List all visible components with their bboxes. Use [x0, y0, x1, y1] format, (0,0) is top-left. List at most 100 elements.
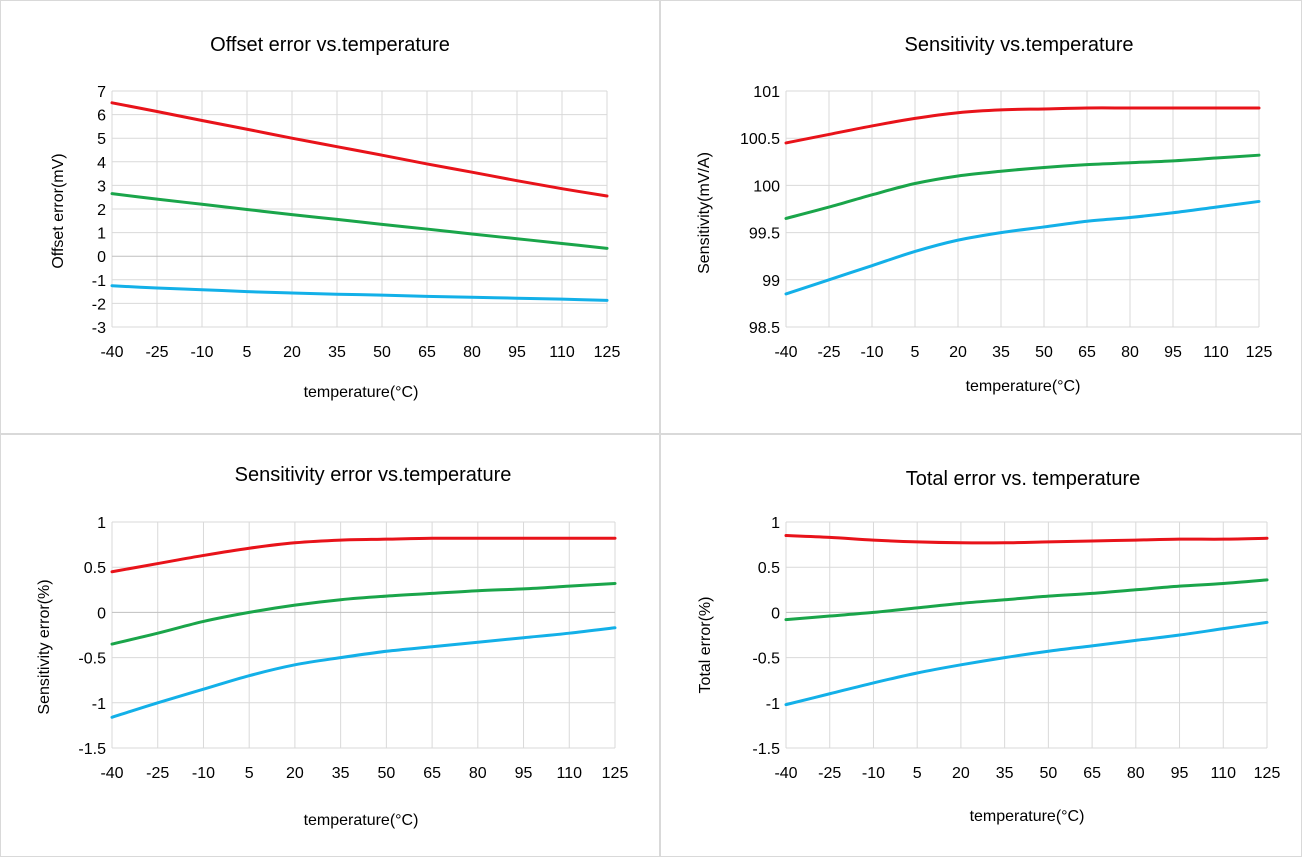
series-line-1 [110, 536, 617, 574]
x-tick-label: -40 [774, 344, 797, 361]
x-tick-label: -40 [774, 765, 797, 782]
y-tick-label: 101 [753, 84, 780, 101]
x-tick-label: 95 [1164, 344, 1182, 361]
series-line-3 [784, 620, 1269, 707]
x-tick-label: 5 [913, 765, 922, 782]
x-tick-label: 20 [949, 344, 967, 361]
x-tick-label: 80 [1127, 765, 1145, 782]
y-tick-label: 1 [97, 226, 106, 243]
y-tick-label: 5 [97, 131, 106, 148]
y-tick-label: -1.5 [78, 741, 106, 758]
x-tick-label: 80 [1121, 344, 1139, 361]
x-tick-label: 50 [377, 765, 395, 782]
y-tick-label: 2 [97, 202, 106, 219]
x-axis-label: temperature(°C) [970, 808, 1085, 825]
series-line-2 [784, 578, 1269, 622]
y-tick-label: -1 [766, 696, 780, 713]
x-axis-label: temperature(°C) [966, 378, 1081, 395]
total-error-chart: Total error vs. temperature temperature(… [697, 468, 1281, 825]
x-tick-label: 35 [992, 344, 1010, 361]
x-tick-label: 125 [602, 765, 629, 782]
y-tick-label: -0.5 [752, 651, 780, 668]
chart-title: Total error vs. temperature [906, 468, 1141, 490]
x-tick-label: -10 [862, 765, 885, 782]
y-axis-label: Offset error(mV) [50, 153, 67, 268]
y-tick-label: 1 [771, 515, 780, 532]
series-line-3 [110, 284, 609, 302]
series-line-2 [110, 581, 617, 646]
chart-title: Offset error vs.temperature [210, 34, 450, 56]
x-tick-label: 110 [1203, 344, 1229, 361]
y-tick-label: -1 [92, 696, 106, 713]
series-line-3 [110, 626, 617, 719]
x-tick-label: -10 [192, 765, 215, 782]
x-tick-label: 125 [1246, 344, 1273, 361]
x-tick-label: 110 [1211, 765, 1237, 782]
x-tick-label: 5 [245, 765, 254, 782]
x-tick-label: 65 [423, 765, 441, 782]
y-tick-label: -3 [92, 320, 106, 337]
series-line-1 [784, 106, 1261, 145]
x-tick-label: 35 [996, 765, 1014, 782]
x-tick-label: 5 [243, 344, 252, 361]
offset-error-chart: Offset error vs.temperature temperature(… [50, 34, 621, 401]
total-error-chart-panel: Total error vs. temperature temperature(… [660, 434, 1302, 857]
x-tick-label: -10 [190, 344, 213, 361]
series-line-2 [784, 153, 1261, 220]
x-tick-label: 125 [1254, 765, 1281, 782]
y-tick-label: 99 [762, 273, 780, 290]
offset-error-chart-panel: Offset error vs.temperature temperature(… [0, 0, 660, 434]
x-axis-label: temperature(°C) [304, 812, 419, 829]
y-tick-label: 0.5 [758, 560, 780, 577]
x-tick-label: 65 [1083, 765, 1101, 782]
x-tick-label: 65 [1078, 344, 1096, 361]
x-tick-label: -40 [100, 344, 123, 361]
x-axis-label: temperature(°C) [304, 384, 419, 401]
grid [785, 521, 1268, 749]
x-tick-label: 35 [332, 765, 350, 782]
y-tick-label: 4 [97, 155, 106, 172]
sensitivity-error-chart-panel: Sensitivity error vs.temperature tempera… [0, 434, 660, 857]
x-tick-label: -25 [818, 765, 841, 782]
x-tick-label: 95 [1171, 765, 1189, 782]
y-tick-label: 100.5 [740, 131, 780, 148]
y-axis-label: Sensitivity(mV/A) [696, 152, 713, 274]
series-line-3 [784, 199, 1261, 296]
y-axis-label: Total error(%) [697, 597, 714, 694]
x-tick-label: 110 [549, 344, 575, 361]
series-line-2 [110, 192, 609, 250]
x-tick-label: -25 [146, 765, 169, 782]
chart-title: Sensitivity vs.temperature [905, 34, 1134, 56]
x-tick-label: 20 [286, 765, 304, 782]
sensitivity-error-chart: Sensitivity error vs.temperature tempera… [36, 464, 629, 829]
grid [785, 90, 1260, 328]
x-tick-label: 50 [1039, 765, 1057, 782]
grid [111, 521, 616, 749]
x-tick-label: 20 [283, 344, 301, 361]
x-tick-label: 95 [515, 765, 533, 782]
x-tick-label: 35 [328, 344, 346, 361]
y-tick-label: 0.5 [84, 560, 106, 577]
y-tick-label: -1 [92, 273, 106, 290]
x-tick-label: -40 [100, 765, 123, 782]
x-tick-label: -10 [860, 344, 883, 361]
y-tick-label: -1.5 [752, 741, 780, 758]
y-tick-label: -0.5 [78, 651, 106, 668]
x-tick-label: -25 [817, 344, 840, 361]
y-tick-label: 6 [97, 108, 106, 125]
series-line-1 [784, 534, 1269, 545]
y-tick-label: 99.5 [749, 226, 780, 243]
x-tick-label: 20 [952, 765, 970, 782]
x-tick-label: 125 [594, 344, 621, 361]
series-line-1 [110, 101, 609, 198]
x-tick-label: -25 [145, 344, 168, 361]
y-tick-label: -2 [92, 296, 106, 313]
y-axis-label: Sensitivity error(%) [36, 579, 53, 714]
y-tick-label: 1 [97, 515, 106, 532]
sensitivity-chart: Sensitivity vs.temperature temperature(°… [696, 34, 1273, 395]
y-tick-label: 7 [97, 84, 106, 101]
y-tick-label: 0 [97, 249, 106, 266]
x-tick-label: 50 [1035, 344, 1053, 361]
grid [111, 90, 608, 328]
x-tick-label: 95 [508, 344, 526, 361]
